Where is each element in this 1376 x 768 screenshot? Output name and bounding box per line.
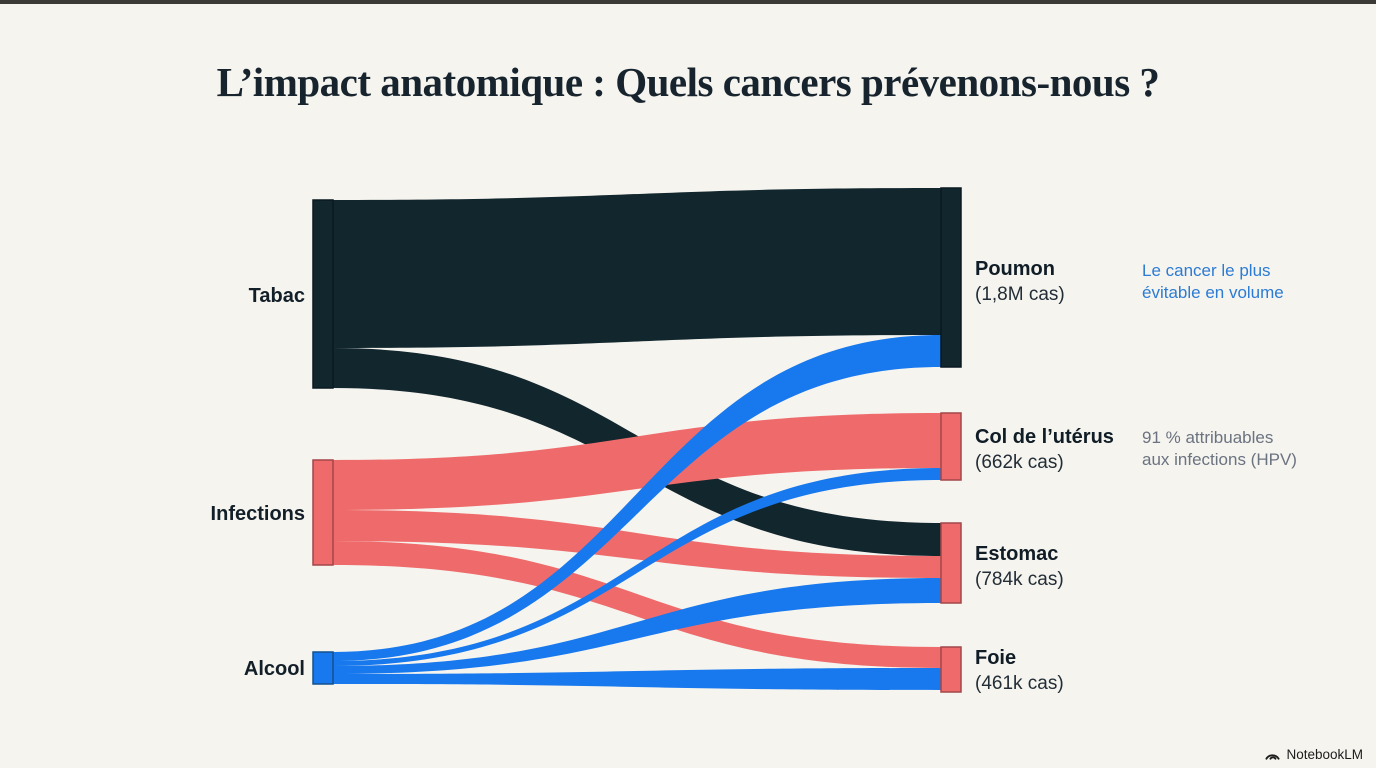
top-border-strip [0, 0, 1376, 4]
flow-infections-col [333, 413, 941, 510]
annotation-poumon-line2: évitable en volume [1142, 283, 1284, 302]
node-foie [940, 646, 962, 693]
flow-alcool-poumon [333, 335, 941, 661]
target-label-col-uterus: Col de l’utérus (662k cas) [975, 424, 1175, 476]
target-name-foie: Foie [975, 647, 1017, 669]
flow-alcool-col [333, 468, 941, 666]
target-cases-estomac: (784k cas) [975, 569, 1064, 590]
target-cases-foie: (461k cas) [975, 673, 1064, 694]
target-name-col-uterus: Col de l’utérus [975, 426, 1114, 448]
flow-infections-foie [333, 541, 941, 668]
target-cases-poumon: (1,8M cas) [975, 284, 1065, 305]
target-name-estomac: Estomac [975, 543, 1059, 565]
flow-tabac-poumon [333, 188, 941, 348]
target-label-poumon: Poumon (1,8M cas) [975, 256, 1175, 308]
node-poumon [940, 187, 962, 368]
node-col [940, 412, 962, 481]
source-label-tabac: Tabac [248, 285, 305, 307]
annotation-poumon: Le cancer le plus évitable en volume [1142, 260, 1362, 304]
flow-alcool-estomac [333, 578, 941, 674]
node-tabac [312, 199, 334, 389]
flow-alcool-foie [333, 668, 941, 690]
annotation-col-line1: 91 % attribuables [1142, 428, 1274, 447]
node-estomac [940, 522, 962, 604]
target-name-poumon: Poumon [975, 258, 1055, 280]
annotation-col-line2: aux infections (HPV) [1142, 450, 1297, 469]
annotation-poumon-line1: Le cancer le plus [1142, 261, 1271, 280]
source-label-infections: Infections [210, 503, 305, 525]
node-infections [312, 459, 334, 566]
notebooklm-watermark: NotebookLM [1264, 747, 1363, 762]
target-cases-col-uterus: (662k cas) [975, 452, 1064, 473]
notebooklm-watermark-label: NotebookLM [1286, 747, 1363, 762]
target-label-estomac: Estomac (784k cas) [975, 541, 1175, 593]
annotation-col-uterus: 91 % attribuables aux infections (HPV) [1142, 427, 1362, 471]
source-label-alcool: Alcool [243, 658, 305, 680]
notebooklm-logo-icon [1265, 754, 1280, 760]
node-alcool [312, 651, 334, 685]
flow-infections-estomac [333, 510, 941, 578]
page-title: L’impact anatomique : Quels cancers prév… [216, 59, 1160, 105]
target-label-foie: Foie (461k cas) [975, 645, 1175, 697]
